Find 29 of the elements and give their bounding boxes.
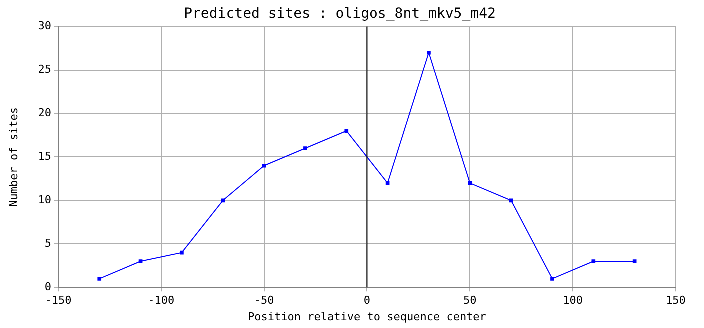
x-tick-label: -150: [45, 294, 72, 308]
point: [632, 260, 637, 264]
chart-title: Predicted sites : oligos_8nt_mkv5_m42: [184, 6, 496, 22]
point: [427, 50, 431, 55]
y-tick-label: 15: [38, 150, 52, 164]
point: [592, 260, 596, 264]
y-tick-label: 25: [38, 63, 52, 76]
x-axis-title: Position relative to sequence center: [248, 310, 487, 324]
y-axis-title: Number of sites: [7, 108, 20, 207]
point: [344, 129, 349, 134]
x-tick-label: 150: [666, 294, 686, 308]
x-tick-label: 0: [364, 294, 371, 308]
y-tick-label: 5: [44, 236, 52, 250]
point: [468, 181, 472, 186]
point: [98, 276, 102, 281]
point: [180, 250, 184, 255]
x-tick-label: -100: [148, 294, 175, 308]
point: [262, 164, 266, 168]
x-tick-label: 100: [563, 294, 584, 308]
point: [221, 198, 226, 203]
y-tick-label: 20: [38, 106, 52, 120]
y-tick-label: 0: [44, 280, 52, 294]
x-tick-label: 50: [464, 294, 477, 308]
y-tick-label: 30: [38, 20, 52, 33]
x-tick-label: -50: [254, 294, 274, 308]
point: [138, 260, 143, 264]
point: [304, 146, 308, 150]
y-tick-label: 10: [38, 194, 52, 207]
point: [550, 276, 554, 281]
